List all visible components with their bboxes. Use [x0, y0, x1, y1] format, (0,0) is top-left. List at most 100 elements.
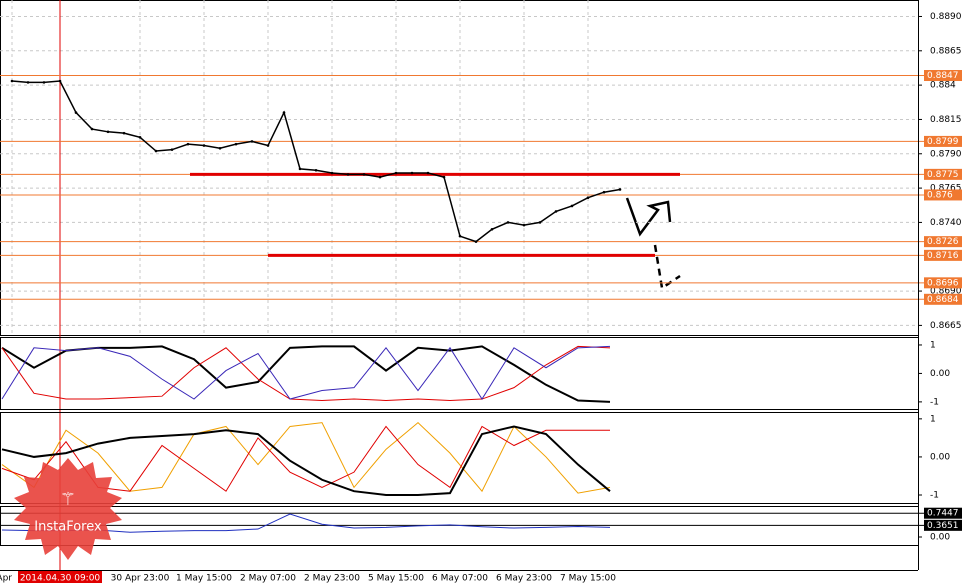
price-point: [298, 167, 302, 171]
price-point: [218, 146, 222, 150]
level-label: 0.8716: [927, 251, 959, 261]
level-label: 0.8726: [927, 237, 959, 247]
price-point: [314, 168, 318, 172]
price-point: [362, 173, 366, 176]
level-label-bg: [924, 135, 962, 147]
x-tick-label: 7 May 15:00: [560, 574, 616, 584]
price-point: [250, 140, 254, 143]
price-point: [58, 79, 62, 83]
level-label-bg: [924, 519, 962, 531]
price-point: [442, 175, 446, 179]
price-point: [10, 79, 14, 83]
y-tick-label: 0.00: [930, 452, 950, 462]
price-point: [426, 171, 430, 175]
price-point: [586, 196, 590, 200]
price-point: [234, 142, 238, 146]
price-point: [474, 240, 478, 243]
price-point: [138, 135, 142, 139]
series-line: [1, 345, 611, 401]
y-tick-label: 1: [930, 340, 936, 350]
price-point: [506, 221, 510, 224]
y-tick-label: 0.8865: [930, 46, 962, 56]
y-tick-label: 0.00: [930, 369, 950, 379]
price-point: [90, 127, 94, 131]
panel: 0.00 0.7447 0.3651: [0, 506, 962, 546]
price-point: [266, 144, 270, 147]
price-point: [538, 221, 542, 224]
price-point: [602, 190, 606, 194]
price-point: [410, 171, 414, 175]
price-point: [346, 173, 350, 176]
level-label-bg: [924, 293, 962, 305]
y-tick-label: 0.8890: [930, 12, 962, 22]
price-point: [490, 227, 494, 231]
y-tick-label: 0.8765: [930, 184, 962, 194]
y-tick-label: -1: [930, 397, 939, 407]
y-tick-label: 0.884: [930, 81, 956, 91]
price-point: [458, 234, 462, 238]
price-point: [186, 142, 190, 146]
y-tick-label: 0.8665: [930, 321, 962, 331]
price-point: [394, 171, 398, 175]
level-label-bg: [924, 189, 962, 201]
series-line: [1, 345, 611, 400]
level-label-bg: [924, 70, 962, 82]
x-tick-label: 2 May 23:00: [304, 574, 360, 584]
price-point: [170, 148, 174, 151]
y-tick-label: 0.00: [930, 533, 950, 543]
level-label-bg: [924, 249, 962, 261]
price-point: [522, 223, 526, 227]
level-label-bg: [924, 277, 962, 289]
x-tick-label: Apr: [0, 574, 12, 584]
x-tick-label: 1 May 15:00: [176, 574, 232, 584]
price-point: [202, 144, 206, 147]
series-line: [1, 345, 611, 403]
level-label: 0.8684: [927, 295, 959, 305]
price-point: [570, 204, 574, 208]
panel: 1 0.00 -1: [0, 412, 950, 504]
watermark-logo: ⚚ InstaForex: [14, 458, 122, 560]
series-line: [1, 421, 611, 494]
level-label: 0.876: [927, 190, 953, 200]
level-label-bg: [924, 236, 962, 248]
y-tick-label: 0.8815: [930, 115, 962, 125]
x-tick-label: 2 May 07:00: [240, 574, 296, 584]
x-tick-label: 2014.04.30 09:00: [20, 574, 101, 584]
y-tick-label: 0.8690: [930, 287, 962, 297]
price-point: [74, 111, 78, 114]
x-tick-label: 6 May 23:00: [496, 574, 552, 584]
y-tick-label: 0.8790: [930, 149, 962, 159]
price-point: [282, 111, 286, 114]
x-tick-label: 6 May 07:00: [432, 574, 488, 584]
y-tick-label: 0.8740: [930, 218, 962, 228]
price-point: [42, 81, 46, 84]
level-label-bg: [924, 507, 962, 519]
price-point: [26, 81, 30, 84]
watermark-text: InstaForex: [34, 520, 102, 535]
level-label: 0.8696: [927, 278, 959, 288]
level-label: 0.8775: [927, 170, 959, 180]
price-point: [154, 149, 158, 153]
price-point: [106, 130, 110, 134]
x-tick-label: 30 Apr 23:00: [111, 574, 170, 584]
y-tick-label: -1: [930, 491, 939, 501]
level-label: 0.7447: [927, 509, 959, 519]
price-point: [122, 131, 126, 135]
x-tick-label: 5 May 15:00: [368, 574, 424, 584]
price-point: [618, 188, 622, 191]
level-label-bg: [924, 168, 962, 180]
price-point: [330, 171, 334, 175]
price-point: [378, 175, 382, 179]
logo-icon: ⚚: [60, 489, 76, 510]
y-tick-label: 1: [930, 414, 936, 424]
level-label: 0.8847: [927, 71, 959, 81]
forecast-arrows: [625, 197, 681, 291]
level-label: 0.8799: [927, 137, 959, 147]
series-line: [1, 425, 611, 497]
price-point: [554, 210, 558, 213]
cursor-label-bg: [18, 571, 102, 583]
level-label: 0.3651: [927, 521, 959, 531]
